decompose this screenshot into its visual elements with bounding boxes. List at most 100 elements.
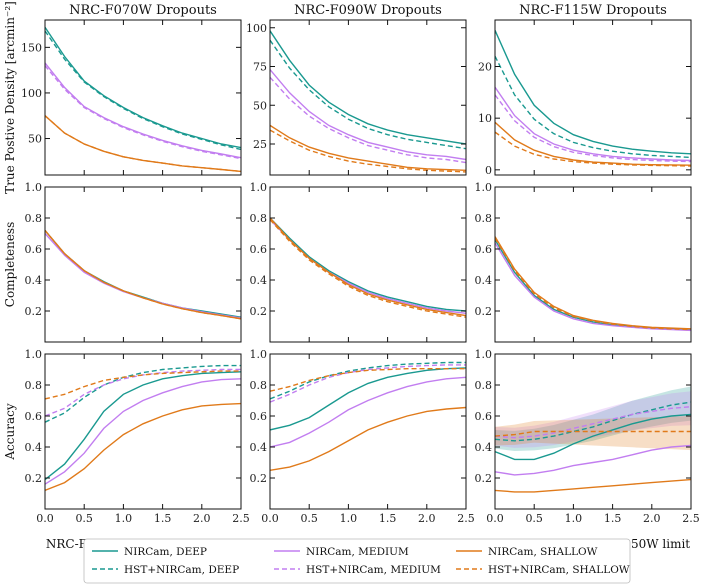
series-line-deep-hst [270,39,466,150]
plot-area [270,361,466,471]
series-line-shallow [495,478,691,493]
y-tick-label: 50 [28,133,42,146]
series-line-medium [45,233,241,319]
series-line-deep [45,371,241,481]
x-tick-label: 1.5 [604,512,622,525]
y-tick-label: 0.2 [250,305,268,318]
series-line-shallow [495,236,691,330]
y-tick-label: 0.6 [25,243,43,256]
series-line-medium [45,62,241,159]
series-line-shallow [45,229,241,320]
series-line-shallow-hst [270,129,466,173]
series-line-medium-hst [270,76,466,164]
y-tick-label: 0.4 [475,274,493,287]
series-line-medium [270,376,466,448]
y-tick-label: 0.4 [25,274,43,287]
x-tick-label: 0.0 [261,512,279,525]
plot-area [270,217,466,318]
series-line-medium [270,69,466,161]
plot-area [45,364,241,492]
axes-frame [44,353,242,510]
x-tick-label: 1.0 [115,512,133,525]
series-line-shallow [45,115,241,173]
series-line-deep-hst [495,55,691,159]
y-tick-label: 10 [478,112,492,125]
series-line-shallow-hst [45,115,241,173]
y-tick-label: 1.0 [250,181,268,194]
series-line-medium [45,378,241,485]
axes-frame [494,186,692,343]
column-title: NRC-F070W Dropouts [69,3,217,18]
y-tick-label: 0.8 [475,379,493,392]
axes-frame [44,19,242,176]
y-tick-label: 0.8 [250,212,268,225]
series-line-deep [45,26,241,149]
y-tick-label: 1.0 [25,348,43,361]
series-line-deep-hst [495,401,691,442]
legend: NIRCam, DEEP HST+NIRCam, DEEP NIRCam, MEDI… [83,538,631,584]
y-tick-label: 0.6 [250,410,268,423]
x-tick-label: 1.0 [565,512,583,525]
series-line-shallow-hst [495,430,691,437]
series-line-medium-hst [495,406,691,439]
series-line-deep-hst [45,364,241,423]
legend-label: HST+NIRCam, SHALLOW [488,564,630,576]
plot-area [45,26,241,173]
series-line-shallow [270,217,466,317]
legend-label: NIRCam, MEDIUM [306,546,409,558]
series-line-shallow-hst [495,131,691,167]
y-tick-label: 0.8 [475,212,493,225]
x-tick-label: 0.5 [300,512,318,525]
plot-area [495,236,691,332]
x-tick-label: 2.0 [643,512,661,525]
series-line-shallow-hst [45,229,241,320]
y-tick-label: 0.4 [25,441,43,454]
y-tick-label: 0.2 [25,305,43,318]
series-line-medium [495,242,691,332]
axes-frame [269,186,467,343]
y-tick-label: 0.4 [250,274,268,287]
y-tick-label: 100 [21,87,42,100]
y-tick-label: 50 [253,99,267,112]
axes-frame [44,186,242,343]
legend-label: NIRCam, DEEP [124,546,207,558]
axes-frame [494,353,692,510]
y-axis-label: Accuracy [3,403,17,460]
y-axis-label: True Postive Density [arcmin⁻²] [3,1,17,194]
y-tick-label: 0.6 [475,243,493,256]
series-line-medium [495,86,691,162]
series-line-deep [270,217,466,312]
y-tick-label: 25 [253,138,267,151]
y-tick-label: 0.2 [250,472,268,485]
series-line-deep [45,229,241,318]
y-tick-label: 75 [253,61,267,74]
legend-label: HST+NIRCam, MEDIUM [306,564,441,576]
series-line-deep [495,239,691,331]
x-tick-label: 1.5 [379,512,397,525]
series-line-medium-hst [45,65,241,160]
panel-r2-c0: 0.0 0.5 1.0 1.5 2.0 2.5 0.2 0.4 0.6 0.8 1.0 [25,348,250,525]
y-tick-label: 0.8 [25,379,43,392]
column-title: NRC-F090W Dropouts [294,3,442,18]
y-tick-label: 0.4 [475,441,493,454]
series-line-deep [270,367,466,431]
series-line-medium [270,219,466,314]
axes-frame [494,19,692,176]
plot-area [495,30,691,167]
y-tick-label: 0.4 [250,441,268,454]
panel-r1-c1: 0.2 0.4 0.6 0.8 1.0 [250,181,467,343]
series-line-medium-hst [495,94,691,163]
x-tick-label: 0.0 [36,512,54,525]
band-shallow [495,416,691,451]
y-tick-label: 1.0 [475,348,493,361]
panel-r2-c2: 0.0 0.5 1.0 1.5 2.0 2.5 0.2 0.4 0.6 0.8 1.0 [475,348,700,525]
series-line-shallow-hst [270,219,466,318]
panel-r0-c1: 25 50 75 100 [246,19,467,176]
y-tick-label: 0.2 [25,472,43,485]
x-tick-label: 1.0 [340,512,358,525]
series-line-shallow [495,121,691,166]
axes-frame [269,353,467,510]
y-axis-label: Completeness [3,222,17,307]
column-title: NRC-F115W Dropouts [519,3,667,18]
